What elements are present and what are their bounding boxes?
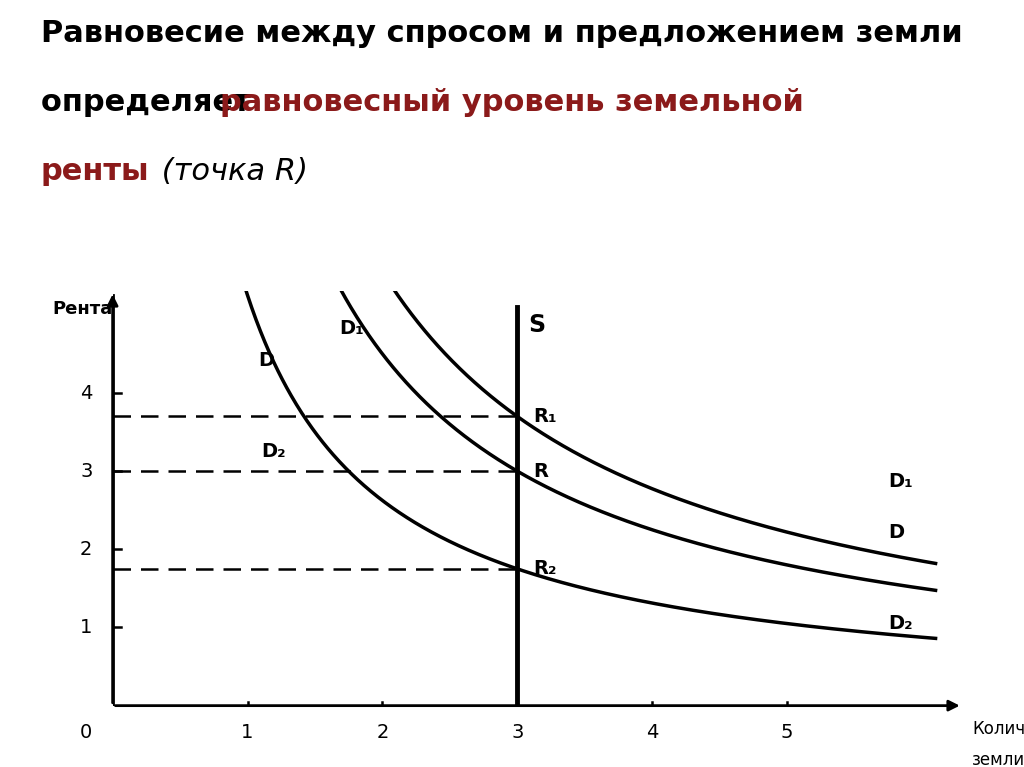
Text: D: D bbox=[889, 522, 904, 542]
Text: 5: 5 bbox=[781, 723, 794, 742]
Text: 1: 1 bbox=[242, 723, 254, 742]
Text: Количество: Количество bbox=[972, 719, 1024, 738]
Text: 4: 4 bbox=[80, 384, 92, 403]
Text: D₂: D₂ bbox=[261, 442, 286, 461]
Text: 0: 0 bbox=[80, 723, 92, 742]
Text: 3: 3 bbox=[511, 723, 523, 742]
Text: R₂: R₂ bbox=[534, 559, 557, 578]
Text: 3: 3 bbox=[80, 462, 92, 481]
Text: D₂: D₂ bbox=[889, 614, 913, 633]
Text: Рента: Рента bbox=[52, 300, 113, 318]
Text: 4: 4 bbox=[646, 723, 658, 742]
Text: земли: земли bbox=[972, 751, 1024, 767]
Text: D₁: D₁ bbox=[339, 320, 365, 338]
Text: ренты: ренты bbox=[41, 157, 150, 186]
Text: определяет: определяет bbox=[41, 88, 261, 117]
Text: 1: 1 bbox=[80, 618, 92, 637]
Text: (точка R): (точка R) bbox=[152, 157, 307, 186]
Text: 2: 2 bbox=[80, 540, 92, 559]
Text: D: D bbox=[258, 351, 274, 370]
Text: 2: 2 bbox=[376, 723, 389, 742]
Text: D₁: D₁ bbox=[889, 472, 913, 491]
Text: Равновесие между спросом и предложением земли: Равновесие между спросом и предложением … bbox=[41, 19, 963, 48]
Text: равновесный уровень земельной: равновесный уровень земельной bbox=[220, 88, 804, 117]
Text: R₁: R₁ bbox=[534, 407, 557, 426]
Text: S: S bbox=[528, 314, 546, 337]
Text: R: R bbox=[534, 462, 549, 481]
